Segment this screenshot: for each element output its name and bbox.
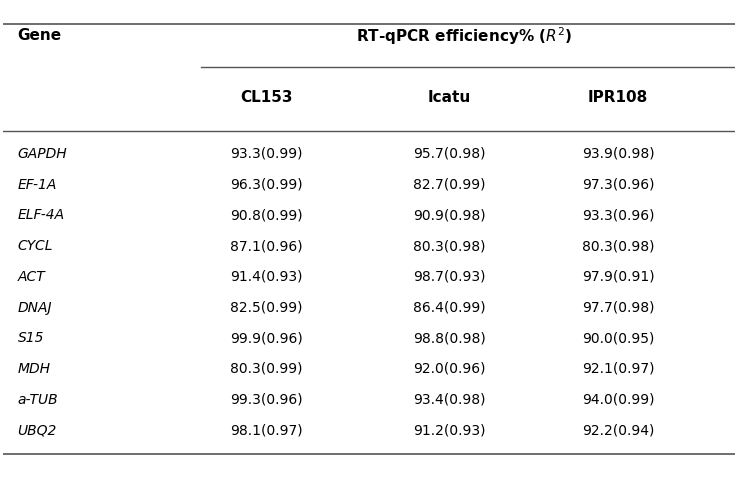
Text: IPR108: IPR108: [588, 90, 648, 105]
Text: 93.3(0.99): 93.3(0.99): [230, 147, 303, 161]
Text: 90.0(0.95): 90.0(0.95): [582, 331, 654, 345]
Text: 87.1(0.96): 87.1(0.96): [230, 239, 303, 253]
Text: 90.9(0.98): 90.9(0.98): [413, 208, 486, 222]
Text: DNAJ: DNAJ: [18, 301, 52, 315]
Text: CL153: CL153: [240, 90, 293, 105]
Text: S15: S15: [18, 331, 44, 345]
Text: 97.3(0.96): 97.3(0.96): [582, 178, 655, 192]
Text: Icatu: Icatu: [428, 90, 471, 105]
Text: Gene: Gene: [18, 28, 61, 43]
Text: 92.2(0.94): 92.2(0.94): [582, 424, 654, 437]
Text: 86.4(0.99): 86.4(0.99): [413, 301, 486, 315]
Text: 92.0(0.96): 92.0(0.96): [413, 362, 486, 376]
Text: 91.4(0.93): 91.4(0.93): [230, 270, 303, 284]
Text: 93.3(0.96): 93.3(0.96): [582, 208, 655, 222]
Text: 80.3(0.98): 80.3(0.98): [582, 239, 655, 253]
Text: 99.3(0.96): 99.3(0.96): [230, 392, 303, 407]
Text: 91.2(0.93): 91.2(0.93): [413, 424, 486, 437]
Text: 94.0(0.99): 94.0(0.99): [582, 392, 655, 407]
Text: 99.9(0.96): 99.9(0.96): [230, 331, 303, 345]
Text: 80.3(0.99): 80.3(0.99): [230, 362, 303, 376]
Text: 98.8(0.98): 98.8(0.98): [413, 331, 486, 345]
Text: MDH: MDH: [18, 362, 50, 376]
Text: 80.3(0.98): 80.3(0.98): [413, 239, 486, 253]
Text: a-TUB: a-TUB: [18, 392, 58, 407]
Text: UBQ2: UBQ2: [18, 424, 57, 437]
Text: ACT: ACT: [18, 270, 45, 284]
Text: 97.9(0.91): 97.9(0.91): [582, 270, 655, 284]
Text: ELF-4A: ELF-4A: [18, 208, 64, 222]
Text: 98.1(0.97): 98.1(0.97): [230, 424, 303, 437]
Text: 98.7(0.93): 98.7(0.93): [413, 270, 486, 284]
Text: 92.1(0.97): 92.1(0.97): [582, 362, 655, 376]
Text: 82.7(0.99): 82.7(0.99): [413, 178, 486, 192]
Text: GAPDH: GAPDH: [18, 147, 67, 161]
Text: 97.7(0.98): 97.7(0.98): [582, 301, 655, 315]
Text: RT-qPCR efficiency% ($\mathit{R}^{2}$): RT-qPCR efficiency% ($\mathit{R}^{2}$): [356, 25, 573, 47]
Text: 90.8(0.99): 90.8(0.99): [230, 208, 303, 222]
Text: 93.9(0.98): 93.9(0.98): [582, 147, 655, 161]
Text: 96.3(0.99): 96.3(0.99): [230, 178, 303, 192]
Text: 95.7(0.98): 95.7(0.98): [413, 147, 486, 161]
Text: 93.4(0.98): 93.4(0.98): [413, 392, 486, 407]
Text: EF-1A: EF-1A: [18, 178, 57, 192]
Text: CYCL: CYCL: [18, 239, 53, 253]
Text: 82.5(0.99): 82.5(0.99): [230, 301, 303, 315]
